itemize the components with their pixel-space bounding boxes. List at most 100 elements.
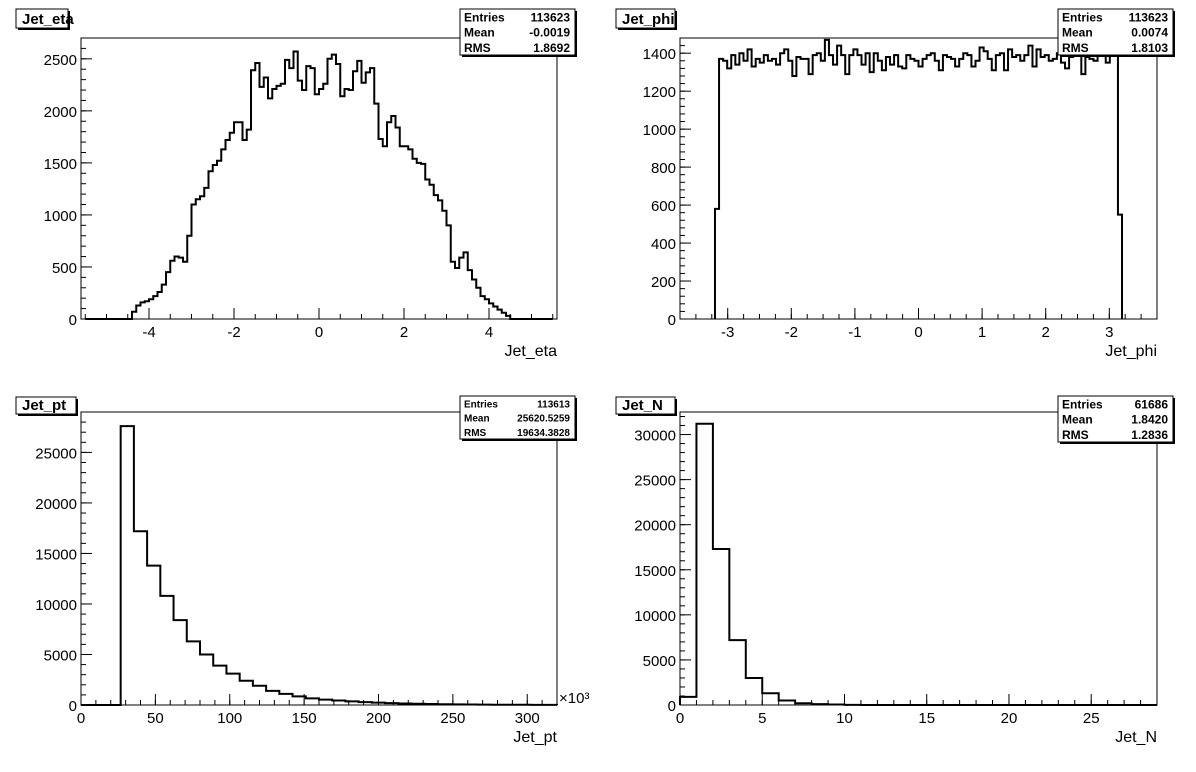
chart-title: Jet_eta (22, 11, 74, 28)
stats-mean-value: -0.0019 (529, 26, 570, 40)
stats-rms-value: 1.8692 (533, 41, 570, 55)
y-tick-label: 2000 (44, 104, 77, 121)
y-tick-label: 1500 (44, 156, 77, 173)
jet-phi-pad: -3 -2 -1 0 1 2 3 0 200 400 600 800 1000 1200 1400 Jet_p… (615, 8, 1175, 360)
x-tick-label: 0 (676, 710, 684, 727)
stats-rms-value: 19634.3828 (517, 428, 570, 439)
plot-frame (679, 37, 1158, 320)
x-tick-label: 300 (515, 710, 540, 727)
x-tick-label: -3 (721, 324, 734, 341)
stats-mean-value: 0.0074 (1131, 26, 1168, 40)
stats-mean-value: 25620.5259 (517, 414, 570, 425)
y-tick-label: 5000 (643, 653, 676, 670)
stats-rms-label: RMS (464, 428, 487, 439)
stats-mean-label: Mean (1062, 413, 1093, 427)
y-tick-label: 1400 (643, 46, 676, 63)
plot-frame (679, 411, 1158, 706)
y-tick-label: 0 (668, 698, 676, 715)
y-tick-label: 0 (69, 312, 77, 329)
plot-frame (80, 37, 558, 320)
stats-rms-label: RMS (1062, 41, 1089, 55)
y-tick-label: 15000 (634, 563, 676, 580)
x-axis-label: Jet_pt (513, 729, 557, 746)
jet-n-pad: 0 5 10 15 20 25 0 5000 10000 15000 20000 25000 30000… (615, 395, 1175, 746)
stats-entries-value: 113623 (531, 10, 571, 24)
stats-entries-value: 113613 (537, 399, 570, 410)
stats-entries-label: Entries (464, 399, 498, 410)
chart-title: Jet_N (622, 397, 663, 414)
y-tick-label: 0 (668, 312, 676, 329)
x-tick-label: 150 (292, 710, 317, 727)
title-box (15, 8, 69, 29)
y-tick-label: 600 (651, 198, 676, 215)
x-tick-label: 25 (1083, 710, 1100, 727)
y-tick-label: 30000 (634, 428, 676, 445)
stats-entries-label: Entries (1062, 10, 1103, 24)
stats-box (1057, 8, 1174, 56)
y-tick-label: 200 (651, 274, 676, 291)
histogram-series (713, 25, 1124, 319)
plot-frame (80, 411, 558, 706)
y-tick-label: 1000 (643, 122, 676, 139)
jet-eta-pad: -4 -2 0 2 4 0 500 1000 1500 2000 2500 Jet_eta Jet_et… (15, 8, 577, 360)
x-axis-label: Jet_N (1115, 729, 1157, 746)
stats-mean-label: Mean (464, 26, 495, 40)
chart-title: Jet_phi (622, 11, 675, 28)
x-tick-label: 0 (315, 324, 323, 341)
stats-mean-value: 1.8420 (1131, 413, 1168, 427)
jet-pt-pad: 0 50 100 150 200 250 300 0 5000 10000 15000 20000 25… (15, 395, 589, 746)
x-tick-label: 0 (914, 324, 922, 341)
x-tick-label: 4 (485, 324, 493, 341)
title-box (15, 396, 77, 415)
x-tick-label: 200 (366, 710, 391, 727)
x-tick-label: 20 (1001, 710, 1018, 727)
x-tick-label: 50 (147, 710, 164, 727)
x-tick-label: 2 (1042, 324, 1050, 341)
y-tick-label: 15000 (35, 546, 77, 563)
stats-rms-value: 1.2836 (1131, 428, 1168, 442)
y-tick-label: 20000 (634, 518, 676, 535)
y-tick-label: 2500 (44, 52, 77, 69)
x-tick-label: -4 (142, 324, 155, 341)
stats-entries-label: Entries (1062, 397, 1103, 411)
histogram-series (81, 425, 558, 706)
y-tick-label: 1000 (44, 208, 77, 225)
y-tick-label: 800 (651, 160, 676, 177)
stats-rms-value: 1.8103 (1131, 41, 1168, 55)
stats-entries-label: Entries (464, 10, 505, 24)
stats-box (1057, 395, 1174, 443)
y-tick-label: 25000 (634, 473, 676, 490)
stats-mean-label: Mean (1062, 26, 1093, 40)
y-tick-label: 10000 (35, 597, 77, 614)
title-box (615, 396, 676, 415)
x-axis-label: Jet_phi (1105, 343, 1157, 360)
chart-title: Jet_pt (22, 397, 66, 414)
stats-entries-value: 61686 (1135, 397, 1169, 411)
y-tick-label: 500 (52, 260, 77, 277)
histogram-series (85, 50, 553, 320)
x-tick-label: 250 (440, 710, 465, 727)
y-tick-label: 20000 (35, 496, 77, 513)
x-tick-label: 5 (758, 710, 766, 727)
stats-rms-label: RMS (1062, 428, 1089, 442)
x-tick-label: -1 (848, 324, 861, 341)
x-tick-label: 15 (918, 710, 935, 727)
histogram-series (679, 422, 1157, 706)
x-tick-label: 0 (77, 710, 85, 727)
y-tick-label: 400 (651, 236, 676, 253)
x-tick-label: -2 (227, 324, 240, 341)
y-tick-label: 10000 (634, 608, 676, 625)
y-tick-label: 5000 (44, 647, 77, 664)
x-tick-label: 10 (836, 710, 853, 727)
y-tick-label: 1200 (643, 84, 676, 101)
x-axis-multiplier: ×10³ (559, 690, 589, 707)
x-tick-label: 3 (1105, 324, 1113, 341)
x-tick-label: -2 (785, 324, 798, 341)
stats-mean-label: Mean (464, 414, 490, 425)
x-tick-label: 2 (400, 324, 408, 341)
stats-box (459, 395, 576, 440)
y-tick-label: 25000 (35, 445, 77, 462)
y-tick-label: 0 (69, 698, 77, 715)
x-tick-label: 1 (978, 324, 986, 341)
